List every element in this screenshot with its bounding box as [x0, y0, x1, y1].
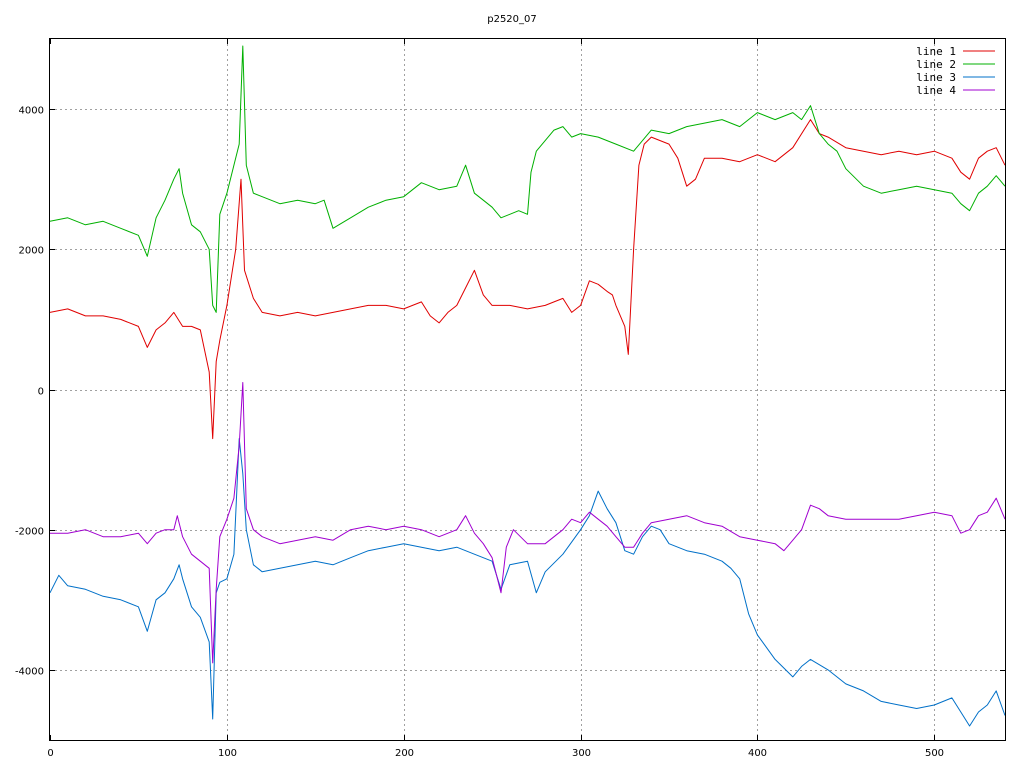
grid	[50, 39, 1005, 740]
x-tick-label: 200	[395, 748, 414, 759]
axes: 0 100 200 300 400 500 -4000 -2000 0 2000 4000	[15, 39, 1005, 759]
x-tick-label: 300	[572, 748, 591, 759]
x-tick-label: 0	[47, 748, 53, 759]
legend-label-2: line 2	[916, 58, 956, 71]
y-tick-label: 2000	[19, 246, 44, 257]
legend-label-3: line 3	[916, 71, 956, 84]
series-line-4	[50, 382, 1006, 664]
series-line-2	[49, 45, 1006, 313]
chart-title: p2520_07	[487, 14, 537, 25]
legend-label-4: line 4	[916, 84, 956, 97]
y-tick-label: 0	[38, 387, 44, 398]
plot-frame	[49, 38, 1006, 741]
series-group	[49, 45, 1006, 727]
y-tick-label: 4000	[19, 106, 44, 117]
x-tick-label: 400	[748, 748, 767, 759]
series-line-1	[49, 119, 1006, 440]
x-tick-label: 500	[925, 748, 944, 759]
series-line-3	[49, 438, 1006, 727]
legend-label-1: line 1	[916, 45, 956, 58]
y-tick-label: -2000	[15, 527, 44, 538]
y-tick-label: -4000	[15, 667, 44, 678]
x-tick-label: 100	[218, 748, 237, 759]
